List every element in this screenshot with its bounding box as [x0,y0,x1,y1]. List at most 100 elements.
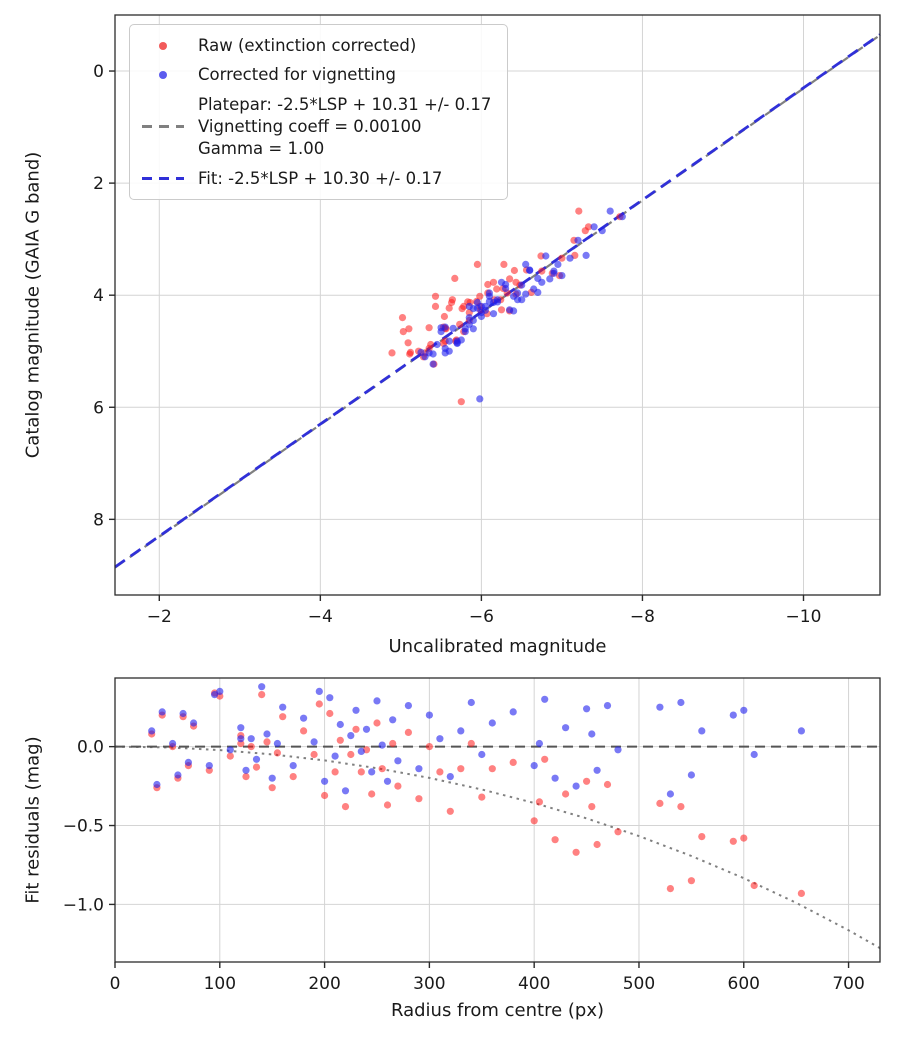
corrected-point [522,260,530,268]
corrected-residuals-point [310,738,318,746]
corrected-point [429,360,437,368]
corrected-residuals-point [389,716,397,724]
corrected-residuals-point [415,765,423,773]
corrected-point [534,274,542,282]
corrected-residuals-point [279,703,287,711]
bottom-y-axis-label: Fit residuals (mag) [22,736,44,904]
corrected-residuals-point [750,750,758,759]
corrected-residuals-point [216,687,224,696]
corrected-residuals-point [237,735,245,743]
corrected-residuals-point [394,757,402,765]
corrected-point [465,302,473,310]
raw-point [440,312,448,321]
corrected-point [481,302,489,310]
raw-point [489,278,498,286]
top-x-axis-label: Uncalibrated magnitude [388,636,607,657]
corrected-residuals-point [446,773,454,781]
y-tick-label: 6 [93,398,104,418]
corrected-point [445,337,453,345]
x-tick-label: 0 [110,974,121,994]
x-tick-label: −4 [308,607,333,627]
corrected-residuals-point [263,730,271,738]
raw-residuals-point [357,768,365,776]
raw-residuals-point [588,803,596,811]
raw-point [431,302,440,310]
corrected-residuals-point [237,724,245,732]
legend-label-block: Platepar: -2.5*LSP + 10.31 +/- 0.17 Vign… [198,94,491,159]
corrected-point [489,298,498,307]
corrected-point [522,290,530,298]
raw-residuals-point [415,795,423,803]
corrected-residuals-point [336,720,344,729]
corrected-residuals-point [740,706,748,714]
vignetting-model-curve [114,745,881,949]
raw-residuals-point [373,719,381,727]
top-y-axis-label: Catalog magnitude (GAIA G band) [22,151,44,459]
corrected-residuals-point [347,732,355,740]
raw-point [558,254,566,262]
raw-point [406,350,414,358]
corrected-residuals-point [572,782,580,790]
y-tick-label: −1.0 [63,895,104,915]
corrected-point [502,280,510,289]
corrected-residuals-point [588,730,596,738]
corrected-residuals-point [352,706,360,714]
corrected-residuals-point [656,703,664,711]
axes-frame [114,14,881,596]
corrected-residuals-point [797,727,806,735]
raw-residuals-point [347,750,355,759]
corrected-residuals-point [593,766,601,774]
corrected-residuals-point [247,735,255,743]
corrected-residuals-point [341,787,350,795]
legend-item-raw: Raw (extinction corrected) [142,36,491,55]
raw-residuals-point [326,709,334,718]
corrected-residuals-point [205,762,213,770]
x-tick-label: 100 [204,974,236,994]
x-tick-label: 700 [832,974,864,994]
raw-residuals-point [488,765,496,773]
raw-residuals-point [603,780,612,789]
raw-residuals-point [750,881,758,890]
corrected-point [465,314,473,322]
corrected-point [574,236,582,244]
corrected-point [526,266,534,275]
corrected-residuals-point [530,762,538,770]
y-tick-label: 4 [93,286,104,306]
raw-point [476,292,484,300]
corrected-point [606,207,614,215]
x-tick-label: −8 [630,607,655,627]
raw-residuals-point [242,773,250,781]
corrected-residuals-point [541,695,549,703]
raw-residuals-point [467,739,475,748]
raw-residuals-point [252,763,261,771]
legend-item-corrected: Corrected for vignetting [142,65,491,84]
corrected-point [453,339,461,347]
raw-residuals-point [368,790,376,798]
corrected-residuals-point [583,705,591,713]
x-tick-label: 400 [518,974,550,994]
raw-residuals-point [341,803,350,811]
raw-residuals-point [383,801,392,809]
raw-residuals-point [279,713,287,721]
corrected-point [590,223,598,231]
legend-red-dot-icon [142,39,184,53]
corrected-point [598,227,606,235]
legend-label-line: Gamma = 1.00 [198,138,325,158]
raw-point [448,296,456,304]
corrected-point [550,267,558,275]
raw-point [388,349,396,357]
raw-point [506,275,514,283]
raw-residuals-point [331,768,339,776]
y-tick-label: 0 [93,62,104,82]
corrected-residuals-point [321,777,329,785]
corrected-residuals-point [300,714,308,722]
raw-residuals-point [593,840,601,849]
raw-residuals-point [300,727,308,735]
corrected-residuals-point [535,739,544,748]
corrected-point [429,350,437,358]
raw-point [425,324,433,332]
raw-point [497,306,506,314]
raw-residuals-point [394,782,402,790]
corrected-residuals-point [289,762,297,770]
